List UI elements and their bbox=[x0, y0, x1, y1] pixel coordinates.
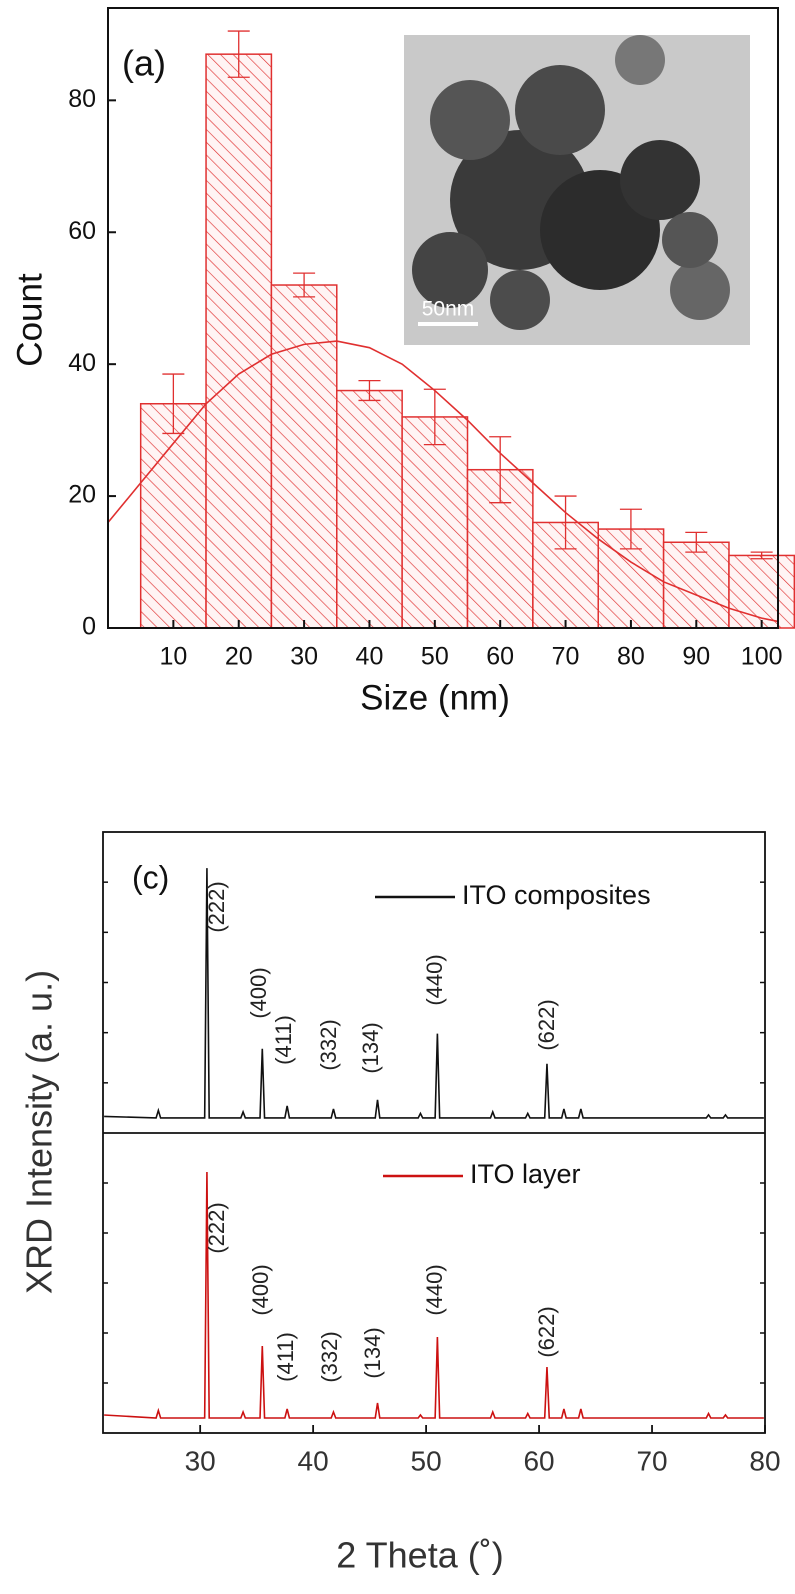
axes-frame bbox=[107, 7, 779, 629]
inset-image: 50nm bbox=[404, 35, 750, 345]
fit-curve bbox=[107, 340, 779, 623]
y-tick-label: 60 bbox=[68, 217, 96, 245]
x-tick-label: 80 bbox=[749, 1445, 780, 1476]
peak-label: (411) bbox=[273, 1332, 298, 1382]
peak-label: (400) bbox=[246, 967, 271, 1018]
x-tick-label: 40 bbox=[356, 643, 384, 671]
peak-label: (400) bbox=[248, 1264, 273, 1315]
x-tick-label: 40 bbox=[298, 1445, 329, 1476]
error-bar bbox=[685, 531, 708, 553]
x-tick-label: 50 bbox=[421, 643, 449, 671]
error-bar bbox=[227, 30, 250, 78]
peak-label: (222) bbox=[204, 1202, 229, 1253]
error-bar bbox=[619, 508, 642, 550]
bar bbox=[205, 53, 273, 629]
panel-label: (a) bbox=[122, 43, 166, 84]
error-bar bbox=[489, 436, 512, 504]
y-axis-label: Count bbox=[10, 273, 49, 367]
x-tick-label: 70 bbox=[636, 1445, 667, 1476]
legend-label: ITO layer bbox=[470, 1159, 581, 1189]
error-bar bbox=[750, 551, 773, 560]
peak-label: (622) bbox=[534, 999, 559, 1050]
x-tick-label: 80 bbox=[617, 643, 645, 671]
y-tick-label: 0 bbox=[82, 613, 96, 641]
peak-label: (332) bbox=[316, 1019, 341, 1070]
bar bbox=[662, 541, 730, 629]
error-bar bbox=[554, 495, 577, 550]
peak-label: (332) bbox=[317, 1331, 342, 1382]
peak-label: (411) bbox=[271, 1015, 296, 1065]
y-tick-label: 20 bbox=[68, 481, 96, 509]
bars bbox=[107, 30, 795, 629]
y-tick-label: 40 bbox=[68, 349, 96, 377]
x-tick-label: 90 bbox=[682, 643, 710, 671]
bar bbox=[336, 389, 403, 629]
y-axis-label: XRD Intensity (a. u.) bbox=[19, 970, 60, 1294]
legend-label: ITO composites bbox=[462, 880, 651, 910]
x-axis-label: Size (nm) bbox=[360, 678, 510, 717]
inset-scale-label: 50nm bbox=[422, 298, 475, 321]
peak-label: (622) bbox=[534, 1306, 559, 1357]
peak-label: (134) bbox=[358, 1022, 383, 1073]
peak-label: (440) bbox=[422, 1264, 447, 1315]
x-tick-label: 70 bbox=[552, 643, 580, 671]
x-tick-label: 100 bbox=[741, 643, 783, 671]
panel-label: (c) bbox=[132, 859, 169, 895]
bar bbox=[139, 402, 207, 629]
bar bbox=[401, 416, 469, 629]
error-bar bbox=[423, 388, 446, 446]
x-axis-label: 2 Theta (˚) bbox=[336, 1535, 503, 1576]
x-tick-label: 60 bbox=[486, 643, 514, 671]
peak-label: (222) bbox=[204, 881, 229, 932]
x-tick-label: 60 bbox=[523, 1445, 554, 1476]
x-tick-label: 10 bbox=[159, 643, 187, 671]
x-tick-label: 50 bbox=[411, 1445, 442, 1476]
peak-label: (440) bbox=[422, 954, 447, 1005]
y-tick-label: 80 bbox=[68, 85, 96, 113]
x-tick-label: 20 bbox=[225, 643, 253, 671]
peak-label: (134) bbox=[360, 1327, 385, 1378]
bar bbox=[728, 554, 795, 629]
error-bar bbox=[293, 272, 316, 298]
xrd-line bbox=[104, 868, 764, 1119]
x-tick-label: 30 bbox=[290, 643, 318, 671]
xrd-line bbox=[104, 1171, 764, 1419]
bar bbox=[270, 284, 338, 629]
x-tick-label: 30 bbox=[185, 1445, 216, 1476]
error-bar bbox=[358, 380, 381, 402]
